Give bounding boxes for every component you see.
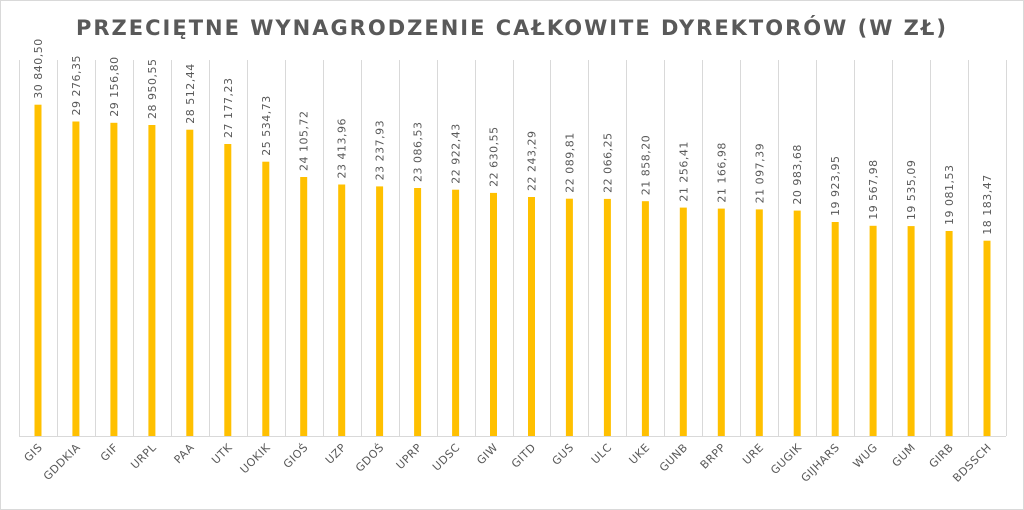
bar: [565, 198, 573, 436]
data-label: 29 276,35: [70, 55, 83, 115]
x-tick-label: GUS: [550, 441, 577, 468]
bar: [376, 186, 384, 436]
bar: [338, 184, 346, 436]
bar: [755, 209, 763, 436]
data-label: 22 630,55: [488, 126, 501, 186]
bar: [452, 189, 460, 436]
bar: [528, 197, 535, 436]
x-tick-label: BRPP: [698, 441, 729, 472]
x-tick-label: GIS: [22, 441, 46, 465]
x-tick-label: UPRP: [394, 441, 425, 472]
bar: [110, 122, 118, 437]
x-tick-label: UOKIK: [238, 441, 273, 476]
x-tick-label: GUM: [890, 441, 919, 470]
data-label: 23 237,93: [374, 120, 387, 180]
data-label: 18 183,47: [981, 174, 994, 234]
data-label: 22 243,29: [526, 131, 539, 191]
data-label: 20 983,68: [791, 144, 804, 204]
data-label: 19 081,53: [943, 165, 956, 225]
data-label: 30 840,50: [32, 38, 45, 98]
x-tick-label: PAA: [172, 441, 197, 466]
bar: [793, 210, 801, 436]
x-tick-label: UDSC: [430, 441, 463, 474]
bar: [414, 188, 422, 436]
x-tick-label: GUGIK: [768, 441, 804, 477]
bar: [717, 208, 725, 436]
x-tick-label: UZP: [323, 441, 349, 467]
x-tick-label: GDOŚ: [353, 441, 387, 475]
chart-title: PRZECIĘTNE WYNAGRODZENIE CAŁKOWITE DYREK…: [75, 16, 948, 40]
bar: [679, 207, 687, 436]
x-tick-label: WUG: [851, 441, 881, 471]
x-tick-label: BDSSCH: [950, 441, 994, 485]
bar: [983, 240, 991, 436]
bar: [186, 129, 194, 436]
data-label: 28 512,44: [184, 63, 197, 123]
data-label: 29 156,80: [108, 56, 121, 116]
data-label: 27 177,23: [222, 78, 235, 138]
data-label: 19 923,95: [829, 156, 842, 216]
data-label: 23 413,96: [336, 118, 349, 178]
data-label: 28 950,55: [146, 59, 159, 119]
bar: [148, 125, 156, 436]
x-tick-label: URE: [740, 441, 766, 467]
bar: [300, 177, 308, 436]
data-label: 21 256,41: [677, 141, 690, 201]
bar: [34, 104, 42, 436]
x-tick-label: GIRB: [927, 441, 957, 471]
bar: [641, 201, 649, 436]
x-tick-label: GIW: [474, 441, 500, 467]
data-label: 19 567,98: [867, 159, 880, 219]
bar: [603, 198, 611, 436]
x-tick-label: UTK: [209, 441, 235, 467]
x-tick-label: GIOŚ: [281, 441, 311, 471]
bar: [224, 144, 232, 436]
x-tick-label: GIJHARS: [799, 441, 843, 485]
x-tick-label: GUNB: [657, 441, 690, 474]
x-tick-label: ULC: [589, 441, 615, 467]
bar: [490, 192, 497, 436]
data-label: 21 097,39: [753, 143, 766, 203]
bar: [869, 225, 877, 436]
bar: [907, 226, 915, 436]
data-label: 19 535,09: [905, 160, 918, 220]
data-label: 21 166,98: [715, 142, 728, 202]
x-tick-label: GIF: [98, 441, 121, 464]
data-label: 21 858,20: [639, 135, 652, 195]
x-tick-label: UKE: [627, 441, 653, 467]
x-tick-label: URPL: [128, 441, 159, 472]
bar: [945, 231, 953, 436]
x-tick-label: GITD: [509, 441, 539, 471]
data-label: 24 105,72: [298, 111, 311, 171]
bar: [262, 161, 270, 436]
data-label: 22 922,43: [450, 123, 463, 183]
x-tick-label: GDDKIA: [41, 441, 83, 483]
data-label: 22 066,25: [601, 132, 614, 192]
bar: [72, 121, 80, 436]
data-label: 22 089,81: [563, 132, 576, 192]
data-label: 23 086,53: [412, 122, 425, 182]
data-label: 25 534,73: [260, 95, 273, 155]
bar: [831, 222, 839, 436]
